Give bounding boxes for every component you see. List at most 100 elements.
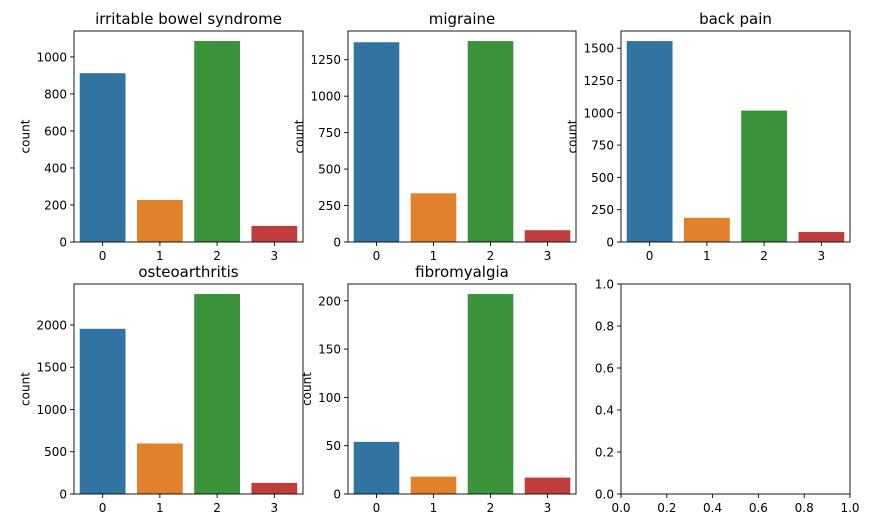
x-tick-label: 2 <box>213 249 221 263</box>
y-tick-label: 2000 <box>36 318 67 332</box>
bar-1 <box>136 199 183 242</box>
y-tick-label: 500 <box>591 171 614 185</box>
y-tick-label: 800 <box>44 87 67 101</box>
x-tick-label: 0.6 <box>749 501 768 515</box>
y-tick-label: 200 <box>318 294 341 308</box>
bar-0 <box>79 328 126 494</box>
y-tick-label: 0 <box>606 236 614 250</box>
x-tick-label: 2 <box>487 501 495 515</box>
x-tick-label: 0 <box>646 249 654 263</box>
x-tick-label: 2 <box>487 249 495 263</box>
y-tick-label: 0.8 <box>595 320 614 334</box>
bar-0 <box>79 73 126 242</box>
bar-3 <box>524 477 571 494</box>
bar-1 <box>410 476 457 494</box>
y-axis-label: count <box>19 372 33 406</box>
y-tick-label: 1250 <box>310 53 341 67</box>
x-tick-label: 1 <box>430 249 438 263</box>
y-tick-label: 0.2 <box>595 446 614 460</box>
x-tick-label: 1 <box>156 249 164 263</box>
subplot-6: 0.0 0.2 0.4 0.6 0.8 1.0 0.0 0.2 0.4 0.6 0.8 1.0 <box>595 278 860 516</box>
axes-frame <box>73 283 304 495</box>
y-tick-label: 0 <box>59 488 67 502</box>
x-tick-label: 3 <box>818 249 826 263</box>
y-tick-label: 500 <box>318 163 341 177</box>
axes-frame <box>620 30 851 243</box>
y-tick-label: 0.4 <box>595 404 614 418</box>
bar-1 <box>410 193 457 242</box>
y-tick-label: 50 <box>326 439 341 453</box>
subplot-2: 0 1 2 3 0 250 500 750 1000 1250 count migraine <box>293 10 577 263</box>
bar-2 <box>467 294 514 494</box>
y-tick-label: 1000 <box>583 106 614 120</box>
bar-0 <box>626 41 673 242</box>
bar-2 <box>741 110 788 242</box>
y-tick-label: 1500 <box>583 42 614 56</box>
x-tick-label: 2 <box>760 249 768 263</box>
x-tick-label: 0.8 <box>795 501 814 515</box>
x-tick-label: 1.0 <box>840 501 859 515</box>
y-tick-label: 1250 <box>583 74 614 88</box>
subplot-5: 0 1 2 3 0 50 100 150 200 count fibromyalgia <box>300 263 577 515</box>
y-tick-label: 500 <box>44 445 67 459</box>
x-tick-label: 0 <box>99 249 107 263</box>
y-tick-label: 1000 <box>36 403 67 417</box>
y-tick-label: 1000 <box>310 90 341 104</box>
bar-3 <box>798 232 845 242</box>
bar-0 <box>353 441 400 494</box>
bar-2 <box>467 41 514 243</box>
x-tick-label: 3 <box>544 501 552 515</box>
x-tick-label: 0 <box>99 501 107 515</box>
y-tick-label: 1500 <box>36 361 67 375</box>
y-tick-label: 0 <box>333 488 341 502</box>
y-tick-label: 250 <box>318 199 341 213</box>
x-tick-label: 1 <box>156 501 164 515</box>
x-tick-label: 3 <box>271 249 279 263</box>
axes-frame <box>347 30 577 243</box>
x-tick-label: 3 <box>271 501 279 515</box>
bar-1 <box>136 443 183 494</box>
y-axis-label: count <box>19 119 33 153</box>
subplot-title: osteoarthritis <box>138 263 238 281</box>
y-axis-label: count <box>300 372 314 406</box>
x-tick-label: 1 <box>430 501 438 515</box>
bar-3 <box>251 225 298 242</box>
y-tick-label: 1000 <box>36 50 67 64</box>
subplot-3: 0 1 2 3 0 250 500 750 1000 1250 1500 count back pain <box>566 10 851 263</box>
y-tick-label: 0.0 <box>595 488 614 502</box>
x-tick-label: 2 <box>213 501 221 515</box>
x-tick-label: 3 <box>544 249 552 263</box>
bar-3 <box>524 230 571 242</box>
bar-0 <box>353 42 400 243</box>
x-tick-label: 1 <box>703 249 711 263</box>
x-tick-label: 0.2 <box>657 501 676 515</box>
bar-2 <box>194 293 241 494</box>
subplot-title: irritable bowel syndrome <box>95 10 282 28</box>
y-tick-label: 200 <box>44 198 67 212</box>
y-tick-label: 0 <box>333 236 341 250</box>
subplot-title: back pain <box>699 10 772 28</box>
bar-1 <box>683 217 730 242</box>
y-tick-label: 0.6 <box>595 362 614 376</box>
axes-frame <box>620 283 851 495</box>
x-tick-label: 0 <box>373 501 381 515</box>
bar-2 <box>194 40 241 242</box>
subplot-title: fibromyalgia <box>415 263 509 281</box>
x-tick-label: 0.0 <box>611 501 630 515</box>
y-tick-label: 250 <box>591 203 614 217</box>
subplot-1: 0 1 2 3 0 200 400 600 800 1000 count irritable bowe… <box>19 10 304 263</box>
x-tick-label: 0 <box>373 249 381 263</box>
y-tick-label: 750 <box>318 126 341 140</box>
y-tick-label: 1.0 <box>595 278 614 292</box>
subplot-title: migraine <box>429 10 496 28</box>
axes-frame <box>73 30 304 243</box>
y-tick-label: 400 <box>44 161 67 175</box>
y-tick-label: 100 <box>318 391 341 405</box>
y-tick-label: 600 <box>44 124 67 138</box>
y-tick-label: 750 <box>591 139 614 153</box>
y-axis-label: count <box>293 119 307 153</box>
subplot-4: 0 1 2 3 0 500 1000 1500 2000 count osteoarthritis <box>19 263 304 515</box>
axes-frame <box>347 283 577 495</box>
